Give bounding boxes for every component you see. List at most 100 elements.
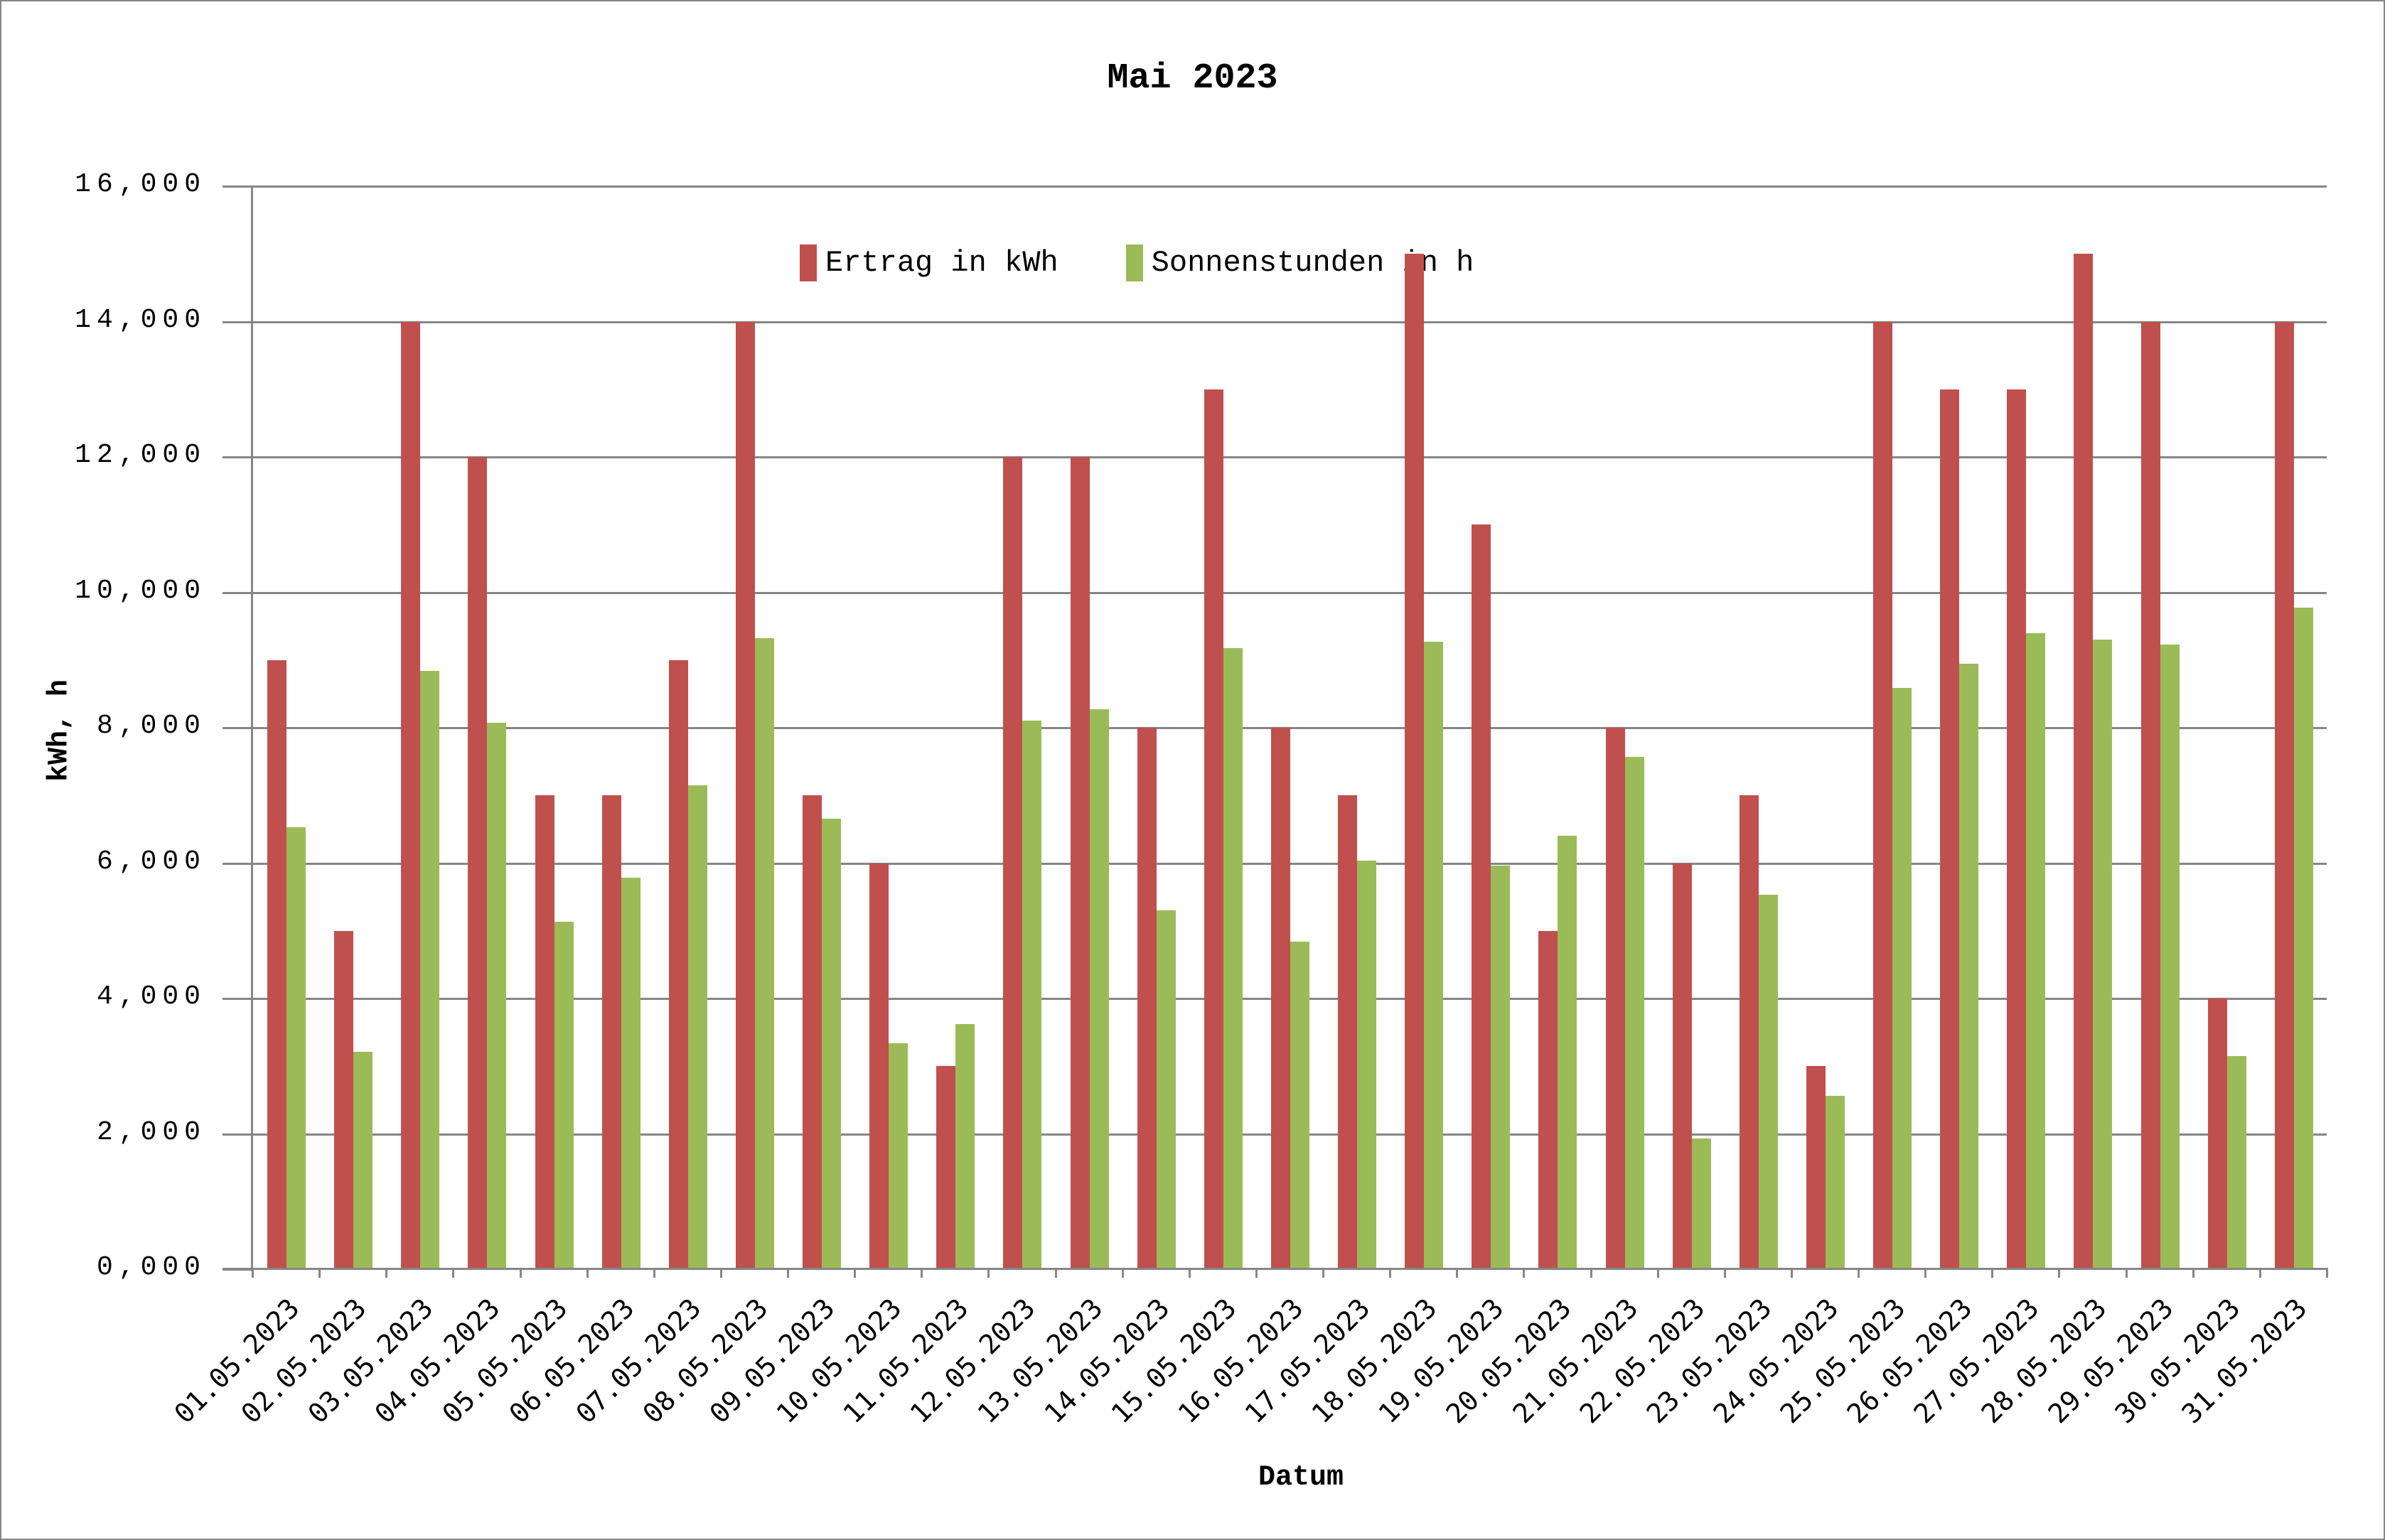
y-tick-mark bbox=[223, 727, 252, 729]
y-tick-label: 6,000 bbox=[96, 846, 206, 877]
bar-ertrag bbox=[1137, 728, 1157, 1269]
bar-ertrag bbox=[1538, 930, 1558, 1269]
bar-sonnenstunden bbox=[822, 818, 842, 1269]
bar-sonnenstunden bbox=[1223, 647, 1243, 1269]
bar-sonnenstunden bbox=[889, 1043, 909, 1269]
bar-sonnenstunden bbox=[1691, 1138, 1711, 1269]
bar-sonnenstunden bbox=[286, 827, 306, 1269]
x-tick-mark bbox=[1188, 1269, 1191, 1278]
x-tick-mark bbox=[1924, 1269, 1927, 1278]
legend: Ertrag in kWh Sonnenstunden in h bbox=[800, 242, 1541, 284]
legend-swatch-ertrag bbox=[800, 244, 817, 281]
x-tick-mark bbox=[719, 1269, 722, 1278]
bar-sonnenstunden bbox=[1089, 709, 1109, 1269]
bar-ertrag bbox=[2007, 389, 2027, 1269]
x-tick-mark bbox=[1121, 1269, 1124, 1278]
bar-ertrag bbox=[2074, 254, 2094, 1269]
y-tick-label: 2,000 bbox=[96, 1116, 206, 1148]
gridline bbox=[252, 185, 2327, 188]
y-tick-label: 10,000 bbox=[75, 575, 206, 606]
x-tick-mark bbox=[1054, 1269, 1057, 1278]
x-tick-mark bbox=[2258, 1269, 2261, 1278]
bar-sonnenstunden bbox=[2026, 632, 2046, 1269]
x-tick-mark bbox=[921, 1269, 923, 1278]
bar-ertrag bbox=[1605, 728, 1625, 1269]
y-tick-mark bbox=[223, 456, 252, 458]
y-tick-mark bbox=[223, 591, 252, 594]
bar-ertrag bbox=[869, 863, 889, 1269]
y-tick-label: 8,000 bbox=[96, 711, 206, 741]
bar-sonnenstunden bbox=[754, 638, 774, 1269]
bar-ertrag bbox=[535, 795, 554, 1269]
x-tick-mark bbox=[385, 1269, 388, 1278]
bar-sonnenstunden bbox=[487, 723, 507, 1269]
bar-ertrag bbox=[1204, 389, 1223, 1269]
bar-sonnenstunden bbox=[1825, 1096, 1845, 1269]
bar-ertrag bbox=[735, 321, 755, 1269]
bar-ertrag bbox=[1672, 863, 1692, 1269]
y-tick-mark bbox=[223, 1133, 252, 1136]
x-axis-title: Datum bbox=[1258, 1462, 1344, 1494]
bar-ertrag bbox=[1338, 795, 1358, 1269]
y-tick-mark bbox=[223, 185, 252, 188]
bar-ertrag bbox=[2140, 321, 2160, 1269]
legend-swatch-sonnenstunden bbox=[1125, 244, 1143, 281]
bar-sonnenstunden bbox=[2160, 644, 2180, 1269]
y-tick-mark bbox=[223, 998, 252, 1000]
bar-ertrag bbox=[334, 930, 354, 1269]
y-tick-label: 0,000 bbox=[96, 1252, 206, 1283]
bar-sonnenstunden bbox=[353, 1052, 373, 1269]
bar-sonnenstunden bbox=[1491, 866, 1511, 1269]
x-tick-mark bbox=[1523, 1269, 1526, 1278]
bar-sonnenstunden bbox=[687, 785, 707, 1269]
bar-ertrag bbox=[803, 795, 822, 1269]
bar-ertrag bbox=[401, 321, 421, 1269]
x-tick-mark bbox=[1723, 1269, 1726, 1278]
legend-label-ertrag: Ertrag in kWh bbox=[825, 246, 1058, 280]
bar-ertrag bbox=[668, 659, 688, 1269]
x-tick-mark bbox=[787, 1269, 790, 1278]
bar-sonnenstunden bbox=[2226, 1055, 2246, 1269]
y-axis-title: kWh, h bbox=[43, 679, 76, 782]
bar-ertrag bbox=[936, 1066, 956, 1269]
x-tick-mark bbox=[1456, 1269, 1459, 1278]
bar-ertrag bbox=[2274, 321, 2294, 1269]
x-tick-mark bbox=[2326, 1269, 2328, 1278]
x-tick-mark bbox=[1322, 1269, 1325, 1278]
bar-ertrag bbox=[1070, 457, 1090, 1269]
x-tick-mark bbox=[519, 1269, 522, 1278]
x-tick-mark bbox=[2058, 1269, 2061, 1278]
bar-ertrag bbox=[1270, 728, 1290, 1269]
plot-area bbox=[223, 185, 2327, 1271]
y-tick-label: 4,000 bbox=[96, 981, 206, 1012]
bar-ertrag bbox=[267, 659, 286, 1269]
bar-sonnenstunden bbox=[2293, 608, 2313, 1269]
bar-ertrag bbox=[2207, 998, 2227, 1269]
x-tick-mark bbox=[1991, 1269, 1994, 1278]
chart-title: Mai 2023 bbox=[1107, 58, 1278, 99]
bar-sonnenstunden bbox=[2093, 640, 2113, 1269]
bar-sonnenstunden bbox=[1022, 721, 1042, 1269]
bar-sonnenstunden bbox=[621, 878, 641, 1269]
y-tick-label: 14,000 bbox=[75, 304, 206, 335]
legend-item-ertrag: Ertrag in kWh bbox=[800, 244, 1058, 281]
bar-sonnenstunden bbox=[420, 671, 440, 1269]
bar-sonnenstunden bbox=[1357, 860, 1377, 1269]
bar-ertrag bbox=[1003, 457, 1023, 1269]
bar-sonnenstunden bbox=[1290, 942, 1309, 1269]
x-tick-mark bbox=[1590, 1269, 1592, 1278]
y-tick-mark bbox=[223, 862, 252, 865]
y-tick-label: 12,000 bbox=[75, 440, 206, 470]
gridline bbox=[252, 591, 2327, 594]
bar-ertrag bbox=[468, 457, 488, 1269]
x-tick-mark bbox=[252, 1269, 254, 1278]
y-tick-label: 16,000 bbox=[75, 169, 206, 200]
bar-ertrag bbox=[1472, 524, 1491, 1269]
bar-sonnenstunden bbox=[1424, 642, 1444, 1269]
x-axis-line bbox=[223, 1268, 2328, 1270]
x-tick-mark bbox=[586, 1269, 589, 1278]
bar-sonnenstunden bbox=[1558, 836, 1577, 1269]
bar-sonnenstunden bbox=[1624, 756, 1644, 1269]
bar-sonnenstunden bbox=[1892, 687, 1912, 1269]
